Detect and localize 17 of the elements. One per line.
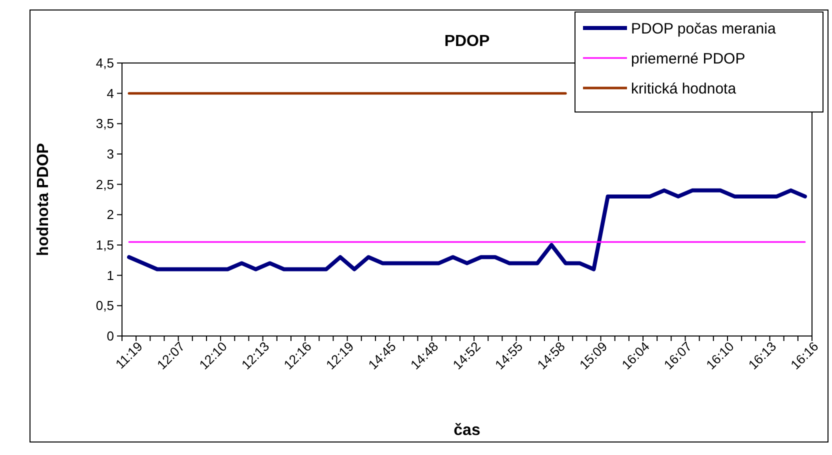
y-tick-label: 3 bbox=[106, 146, 114, 162]
y-tick-label: 3,5 bbox=[96, 116, 114, 132]
legend-label: PDOP počas merania bbox=[631, 20, 776, 38]
y-axis-title: hodnota PDOP bbox=[35, 142, 52, 256]
y-tick-label: 2,5 bbox=[96, 176, 114, 192]
legend-label: kritická hodnota bbox=[631, 80, 737, 98]
y-tick-label: 4,5 bbox=[96, 56, 114, 71]
x-axis-title: čas bbox=[454, 422, 480, 439]
y-tick-label: 2 bbox=[106, 207, 114, 222]
line-series bbox=[127, 188, 807, 272]
chart-title: PDOP bbox=[444, 33, 490, 50]
y-tick-label: 0 bbox=[106, 328, 114, 344]
y-tick-label: 1,5 bbox=[96, 238, 114, 253]
y-tick-label: 0,5 bbox=[96, 298, 114, 314]
y-tick-label: 1 bbox=[106, 268, 114, 283]
y-tick-label: 4 bbox=[106, 86, 114, 101]
legend-label: priemerné PDOP bbox=[631, 50, 746, 68]
